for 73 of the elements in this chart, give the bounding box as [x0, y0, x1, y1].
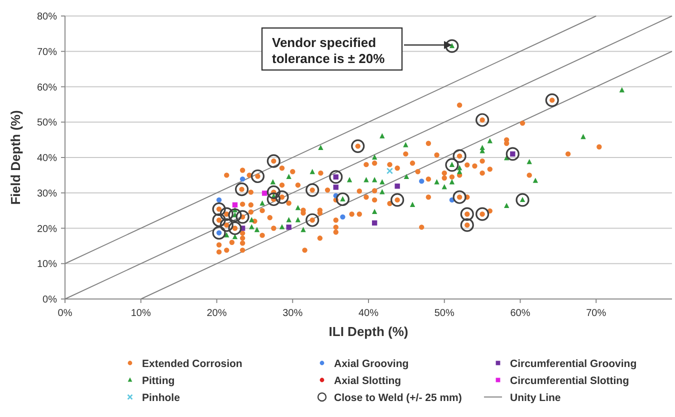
point: [372, 154, 378, 160]
point: [504, 202, 510, 208]
x-tick-label: 0%: [58, 308, 72, 319]
point: [380, 133, 385, 138]
point: [372, 208, 378, 214]
legend-label: Pitting: [142, 375, 175, 387]
x-axis-title: ILI Depth (%): [328, 324, 408, 339]
point: [619, 87, 625, 92]
y-tick-label: 80%: [36, 12, 58, 22]
point: [295, 216, 301, 222]
point: [300, 226, 306, 232]
point: [333, 184, 338, 190]
x-tick-label: 40%: [358, 308, 379, 319]
point: [434, 179, 440, 184]
legend-label: Circumferential Slotting: [510, 375, 630, 387]
point: [270, 179, 276, 184]
y-tick-label: 40%: [36, 153, 58, 164]
legend-label: Axial Slotting: [334, 375, 402, 387]
x-tick-label: 60%: [510, 308, 530, 319]
y-axis-title: Field Depth (%): [8, 110, 23, 205]
point: [394, 184, 400, 189]
point: [310, 168, 315, 174]
point: [224, 232, 230, 238]
point: [286, 216, 292, 222]
point: [487, 138, 492, 144]
legend-label: Close to Weld (+/- 25 mm): [334, 392, 462, 404]
point: [410, 202, 416, 207]
point: [249, 224, 254, 230]
point: [380, 179, 385, 184]
point: [279, 224, 285, 230]
point: [318, 144, 324, 150]
y-tick-label: 10%: [36, 259, 58, 270]
point: [386, 168, 394, 174]
point: [295, 204, 301, 210]
legend-label: Extended Corrosion: [142, 358, 242, 370]
point: [286, 224, 292, 230]
annotation: Vendor specified tolerance is ± 20%: [272, 35, 386, 66]
legend-label: Axial Grooving: [334, 358, 409, 370]
y-tick-label: 60%: [36, 82, 58, 94]
y-tick-label: 30%: [36, 188, 58, 200]
x-tick-label: 10%: [130, 308, 151, 319]
legend-label: Pinhole: [142, 392, 180, 404]
point: [419, 178, 424, 184]
y-tick-label: 50%: [36, 118, 58, 129]
y-tick-label: 20%: [36, 224, 58, 235]
point: [262, 190, 268, 196]
x-tick-label: 20%: [206, 308, 227, 319]
point: [260, 200, 265, 206]
point: [372, 177, 378, 182]
point: [404, 174, 410, 180]
legend-label: Unity Line: [510, 392, 561, 404]
point: [216, 197, 222, 203]
point: [580, 134, 586, 140]
point: [340, 214, 346, 220]
point: [532, 178, 538, 183]
y-tick-label: 0%: [42, 294, 58, 306]
x-tick-label: 50%: [434, 308, 454, 319]
point: [526, 158, 532, 164]
legend-label: Circumferential Grooving: [510, 358, 637, 370]
point: [232, 202, 238, 208]
point: [364, 177, 369, 182]
point: [249, 216, 254, 222]
y-tick-label: 70%: [36, 46, 58, 58]
point: [286, 174, 292, 180]
point: [240, 176, 246, 182]
point: [442, 184, 447, 190]
x-tick-label: 70%: [586, 308, 606, 319]
point: [346, 177, 352, 182]
point: [372, 220, 378, 226]
point: [254, 226, 260, 232]
point: [449, 179, 455, 184]
point: [403, 142, 408, 148]
x-tick-label: 30%: [282, 308, 303, 319]
